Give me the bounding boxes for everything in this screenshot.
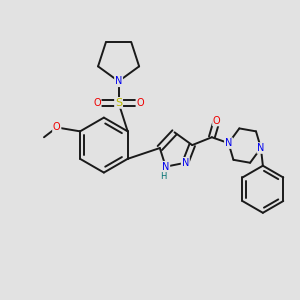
Text: N: N	[115, 76, 122, 86]
Text: N: N	[257, 143, 265, 153]
Text: N: N	[162, 162, 169, 172]
Text: H: H	[160, 172, 167, 181]
Text: O: O	[93, 98, 101, 108]
Text: O: O	[136, 98, 144, 108]
Text: O: O	[213, 116, 220, 126]
Text: N: N	[225, 138, 232, 148]
Text: N: N	[182, 158, 189, 168]
Text: S: S	[115, 98, 122, 108]
Text: O: O	[53, 122, 61, 132]
